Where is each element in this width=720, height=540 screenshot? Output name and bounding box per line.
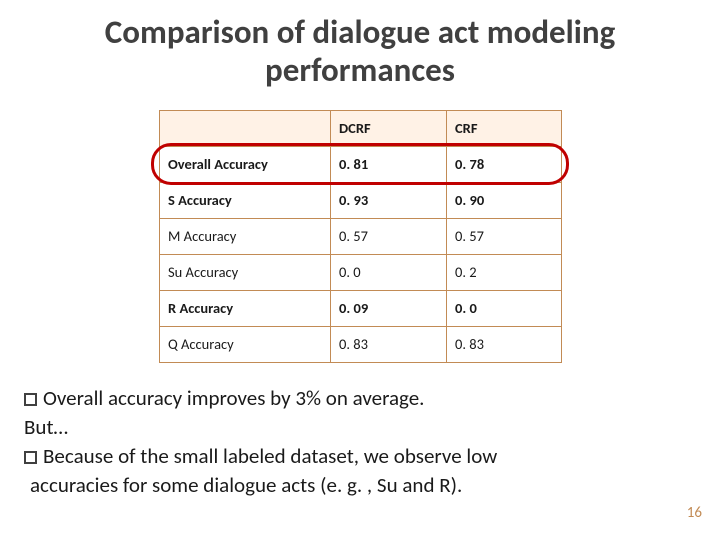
- cell-dcrf: 0. 81: [331, 146, 447, 182]
- cell-dcrf: 0. 57: [331, 218, 447, 254]
- column-header-dcrf: DCRF: [331, 110, 447, 146]
- table-header-row: DCRF CRF: [160, 110, 562, 146]
- cell-crf: 0. 83: [447, 326, 562, 362]
- cell-crf: 0. 57: [447, 218, 562, 254]
- bullet-text: Overall accuracy improves by 3% on avera…: [43, 385, 424, 411]
- page-number: 16: [687, 504, 702, 522]
- row-label: R Accuracy: [160, 290, 331, 326]
- bullet-square-icon: [24, 451, 37, 464]
- cell-dcrf: 0. 0: [331, 254, 447, 290]
- bullet-text: Because of the small labeled dataset, we…: [43, 443, 497, 469]
- bullet-plain: But…: [24, 414, 696, 441]
- row-label: Su Accuracy: [160, 254, 331, 290]
- bullet-square-icon: [24, 393, 37, 406]
- cell-dcrf: 0. 83: [331, 326, 447, 362]
- table-row: M Accuracy 0. 57 0. 57: [160, 218, 562, 254]
- table-row: S Accuracy 0. 93 0. 90: [160, 182, 562, 218]
- bullet-continuation: accuracies for some dialogue acts (e. g.…: [24, 472, 696, 499]
- bullet-item: Because of the small labeled dataset, we…: [24, 443, 696, 470]
- row-label: Overall Accuracy: [160, 146, 331, 182]
- row-label: S Accuracy: [160, 182, 331, 218]
- cell-crf: 0. 2: [447, 254, 562, 290]
- column-header-blank: [160, 110, 331, 146]
- cell-crf: 0. 90: [447, 182, 562, 218]
- column-header-crf: CRF: [447, 110, 562, 146]
- table-row: Overall Accuracy 0. 81 0. 78: [160, 146, 562, 182]
- table-row: Su Accuracy 0. 0 0. 2: [160, 254, 562, 290]
- page-title: Comparison of dialogue act modeling perf…: [0, 0, 720, 94]
- table-row: Q Accuracy 0. 83 0. 83: [160, 326, 562, 362]
- row-label: M Accuracy: [160, 218, 331, 254]
- bullet-item: Overall accuracy improves by 3% on avera…: [24, 385, 696, 412]
- cell-dcrf: 0. 93: [331, 182, 447, 218]
- row-label: Q Accuracy: [160, 326, 331, 362]
- table-row: R Accuracy 0. 09 0. 0: [160, 290, 562, 326]
- bullet-block: Overall accuracy improves by 3% on avera…: [24, 385, 696, 499]
- comparison-table-container: DCRF CRF Overall Accuracy 0. 81 0. 78 S …: [159, 110, 561, 363]
- cell-dcrf: 0. 09: [331, 290, 447, 326]
- cell-crf: 0. 0: [447, 290, 562, 326]
- comparison-table: DCRF CRF Overall Accuracy 0. 81 0. 78 S …: [159, 110, 562, 363]
- cell-crf: 0. 78: [447, 146, 562, 182]
